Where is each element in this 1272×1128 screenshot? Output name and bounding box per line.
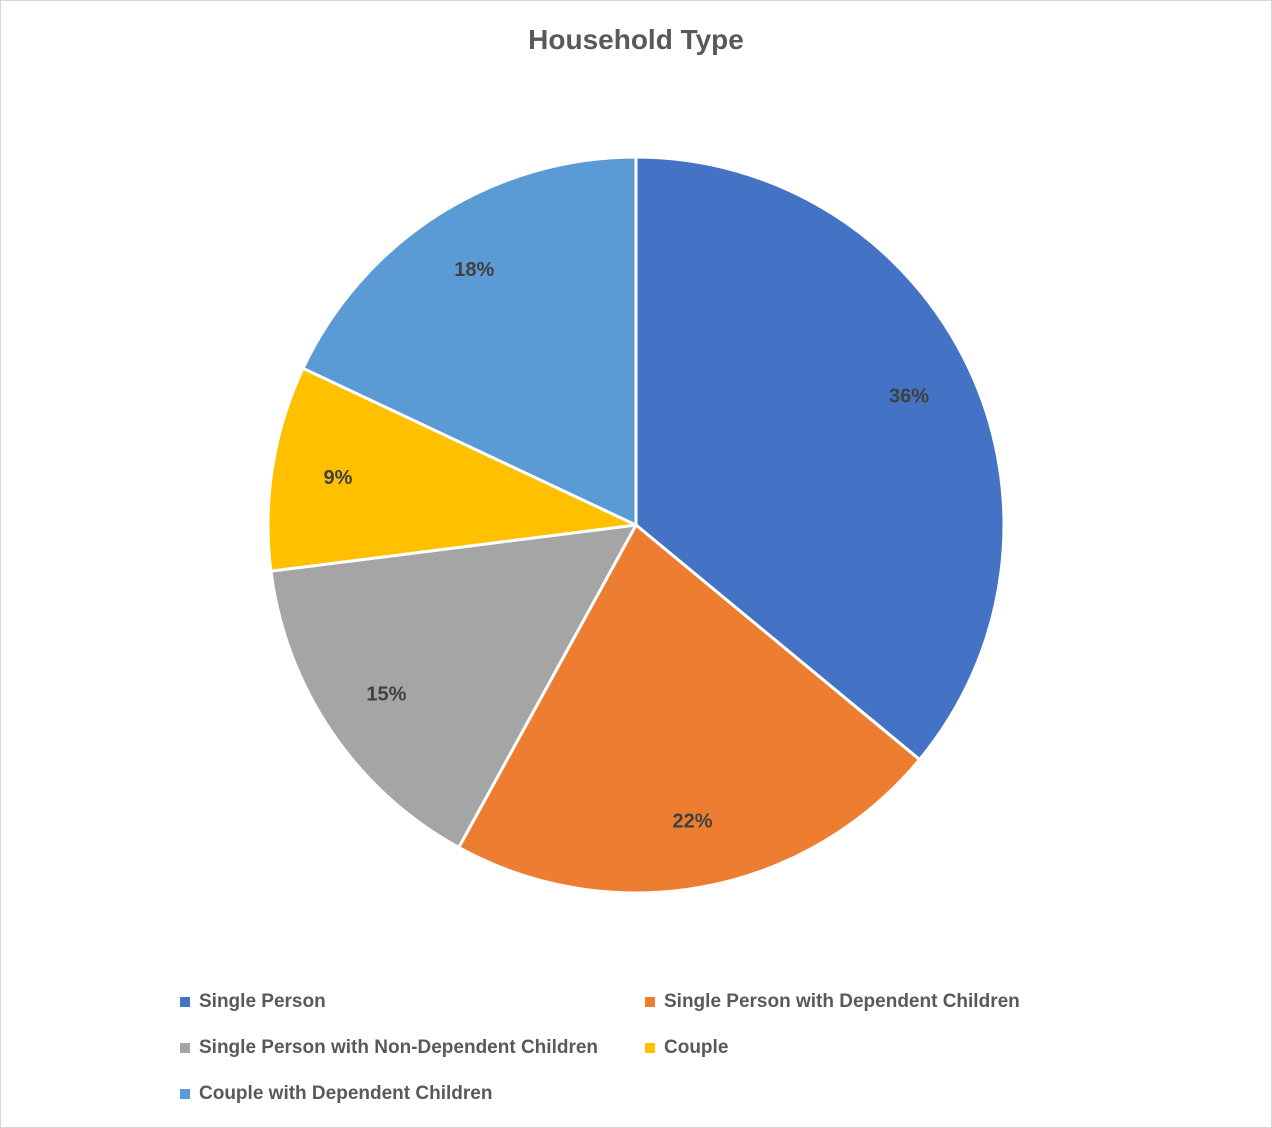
pie-slice-couple-with-dependent-children[interactable]: [301, 155, 638, 527]
chart-legend: Single Person Single Person with Dependen…: [180, 985, 1100, 1111]
legend-swatch: [645, 997, 655, 1007]
legend-label: Single Person with Dependent Children: [664, 991, 1020, 1012]
pie-slice-couple[interactable]: [266, 366, 638, 573]
legend-item-single-person-with-dependent-children[interactable]: Single Person with Dependent Children: [645, 985, 1100, 1019]
legend-label: Couple with Dependent Children: [199, 1083, 493, 1104]
pie-slices: [266, 155, 1006, 895]
pie-slice-single-person-with-non-dependent-children[interactable]: [269, 523, 638, 849]
legend-item-couple-with-dependent-children[interactable]: Couple with Dependent Children: [180, 1077, 645, 1111]
data-label-couple-with-dependent-children: 18%: [454, 259, 494, 281]
legend-swatch: [180, 1043, 190, 1053]
legend-label: Single Person: [199, 991, 326, 1012]
data-label-single-person-with-non-dependent-children: 15%: [366, 684, 406, 706]
legend-item-single-person-with-non-dependent-children[interactable]: Single Person with Non-Dependent Childre…: [180, 1031, 645, 1065]
legend-item-couple[interactable]: Couple: [645, 1031, 1100, 1065]
pie-slice-single-person-with-dependent-children[interactable]: [457, 523, 922, 895]
legend-swatch: [180, 997, 190, 1007]
pie-data-labels: 36% 22% 15% 9% 18%: [324, 259, 930, 832]
data-label-single-person-with-dependent-children: 22%: [673, 810, 713, 832]
legend-label: Couple: [664, 1037, 729, 1058]
data-label-couple: 9%: [324, 467, 353, 489]
legend-swatch: [180, 1089, 190, 1099]
pie-slice-single-person[interactable]: [634, 155, 1006, 762]
legend-swatch: [645, 1043, 655, 1053]
legend-item-single-person[interactable]: Single Person: [180, 985, 645, 1019]
data-label-single-person: 36%: [889, 386, 929, 408]
legend-label: Single Person with Non-Dependent Childre…: [199, 1037, 599, 1058]
chart-title: Household Type: [528, 24, 744, 55]
